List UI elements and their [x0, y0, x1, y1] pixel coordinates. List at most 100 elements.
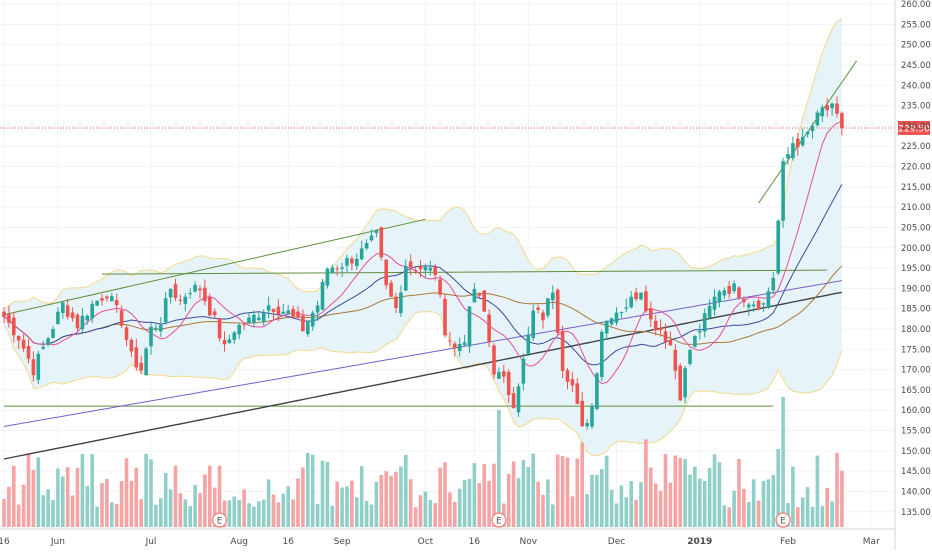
candle-body[interactable] [482, 290, 486, 312]
candle-body[interactable] [359, 248, 364, 260]
candle-body[interactable] [737, 287, 741, 298]
candle-body[interactable] [766, 291, 771, 308]
candle-body[interactable] [585, 422, 589, 427]
earnings-marker[interactable] [775, 512, 791, 528]
candle-body[interactable] [492, 345, 496, 375]
candle-body[interactable] [717, 291, 722, 302]
candle-body[interactable] [649, 308, 653, 320]
candle-body[interactable] [261, 312, 266, 322]
candle-body[interactable] [604, 321, 609, 334]
candle-body[interactable] [31, 359, 36, 376]
candle-body[interactable] [707, 305, 712, 318]
candle-body[interactable] [462, 342, 467, 345]
candle-body[interactable] [590, 406, 594, 427]
candle-body[interactable] [820, 107, 825, 117]
candle-body[interactable] [428, 267, 433, 271]
candle-body[interactable] [683, 368, 687, 398]
candle-body[interactable] [810, 125, 815, 132]
candle-body[interactable] [825, 105, 829, 111]
candle-body[interactable] [815, 112, 820, 126]
candle-body[interactable] [227, 339, 232, 344]
candle-body[interactable] [36, 353, 41, 380]
candle-body[interactable] [247, 317, 251, 324]
candle-body[interactable] [634, 292, 638, 300]
candle-body[interactable] [301, 315, 305, 332]
candle-body[interactable] [56, 311, 60, 325]
candle-body[interactable] [771, 277, 776, 291]
candle-body[interactable] [26, 346, 31, 359]
candle-body[interactable] [310, 312, 315, 327]
candle-body[interactable] [693, 336, 697, 347]
candle-body[interactable] [12, 317, 16, 336]
candle-body[interactable] [786, 154, 790, 159]
candle-body[interactable] [805, 131, 810, 135]
candle-body[interactable] [330, 267, 335, 273]
candle-body[interactable] [119, 310, 124, 326]
candle-body[interactable] [408, 261, 413, 268]
candle-body[interactable] [663, 331, 668, 343]
candle-body[interactable] [702, 313, 707, 332]
candle-body[interactable] [345, 258, 349, 266]
candle-body[interactable] [95, 300, 99, 306]
candle-body[interactable] [629, 296, 633, 308]
candle-body[interactable] [791, 143, 795, 159]
candle-body[interactable] [90, 303, 94, 319]
candle-body[interactable] [276, 306, 281, 315]
candle-body[interactable] [580, 400, 584, 427]
candle-body[interactable] [742, 298, 746, 303]
candle-body[interactable] [271, 308, 276, 312]
candle-body[interactable] [531, 310, 535, 338]
earnings-marker[interactable] [491, 512, 507, 528]
candle-body[interactable] [497, 371, 501, 379]
candle-body[interactable] [560, 330, 565, 371]
candle-body[interactable] [673, 349, 678, 371]
candle-body[interactable] [159, 325, 163, 332]
candle-body[interactable] [257, 317, 261, 321]
candle-body[interactable] [355, 258, 359, 266]
candle-body[interactable] [418, 266, 423, 270]
candle-body[interactable] [80, 315, 85, 330]
candle-body[interactable] [722, 290, 727, 296]
candle-body[interactable] [281, 311, 286, 314]
candle-body[interactable] [448, 340, 452, 342]
candle-body[interactable] [668, 340, 673, 346]
candle-body[interactable] [384, 259, 388, 286]
candle-body[interactable] [438, 279, 442, 295]
candle-body[interactable] [178, 299, 183, 301]
candle-body[interactable] [154, 327, 158, 330]
candle-body[interactable] [541, 312, 545, 321]
candle-body[interactable] [688, 349, 692, 364]
candlesticks[interactable] [2, 96, 844, 430]
candle-body[interactable] [75, 314, 80, 329]
candle-body[interactable] [203, 287, 207, 302]
candle-body[interactable] [698, 331, 702, 333]
candle-body[interactable] [747, 304, 751, 308]
candle-body[interactable] [404, 266, 408, 291]
candle-body[interactable] [16, 336, 21, 341]
candle-body[interactable] [619, 312, 624, 314]
candle-body[interactable] [389, 282, 393, 297]
candle-body[interactable] [595, 373, 599, 409]
candle-body[interactable] [457, 344, 462, 351]
candle-body[interactable] [570, 379, 575, 386]
candle-body[interactable] [350, 258, 354, 264]
candle-body[interactable] [129, 339, 134, 352]
candle-body[interactable] [502, 371, 506, 377]
candle-body[interactable] [134, 347, 139, 368]
candle-body[interactable] [536, 307, 540, 310]
candle-body[interactable] [325, 268, 330, 286]
candle-body[interactable] [399, 292, 403, 314]
candle-body[interactable] [658, 327, 663, 331]
candle-body[interactable] [105, 296, 109, 299]
candle-body[interactable] [315, 305, 320, 313]
candle-body[interactable] [188, 292, 192, 295]
candle-body[interactable] [41, 346, 45, 349]
candle-body[interactable] [835, 103, 839, 114]
candle-body[interactable] [237, 324, 241, 335]
candle-body[interactable] [364, 243, 369, 249]
candle-body[interactable] [110, 296, 114, 302]
candle-body[interactable] [100, 298, 104, 301]
candle-body[interactable] [7, 313, 11, 323]
